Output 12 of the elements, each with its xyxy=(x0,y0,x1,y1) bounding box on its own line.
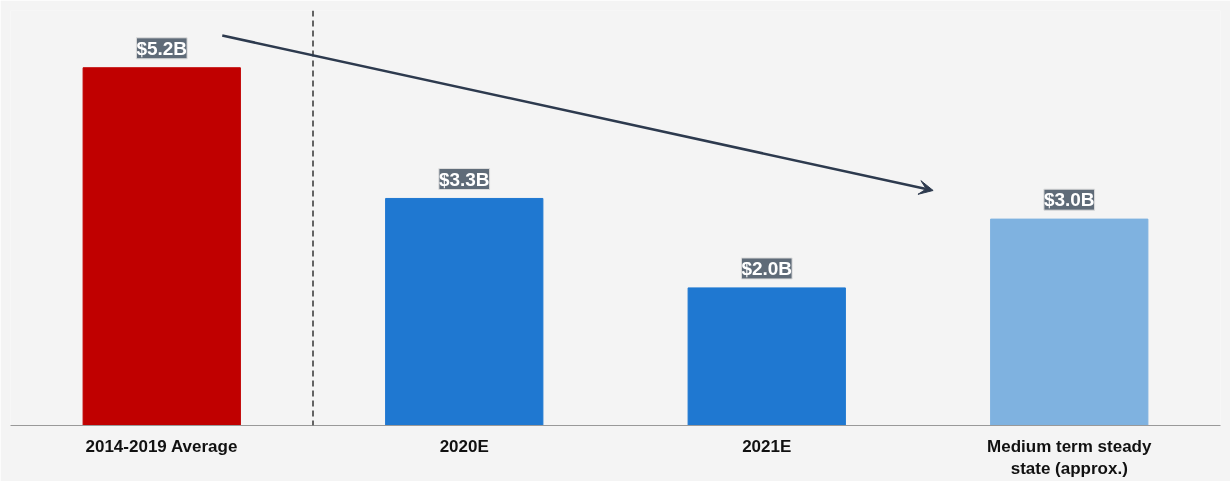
bar xyxy=(990,218,1149,426)
data-label: $2.0B xyxy=(741,257,793,279)
x-tick-label: 2021E xyxy=(742,436,792,456)
bar xyxy=(385,197,544,426)
x-tick-label: 2014-2019 Average xyxy=(85,436,238,456)
data-label: $3.0B xyxy=(1043,189,1095,211)
x-tick-label: 2020E xyxy=(439,436,489,456)
x-tick-label: Medium term steady state (approx.) xyxy=(987,436,1152,479)
bar xyxy=(687,287,846,426)
bar xyxy=(82,67,241,426)
data-label: $3.3B xyxy=(438,168,490,190)
data-label: $5.2B xyxy=(136,37,188,59)
